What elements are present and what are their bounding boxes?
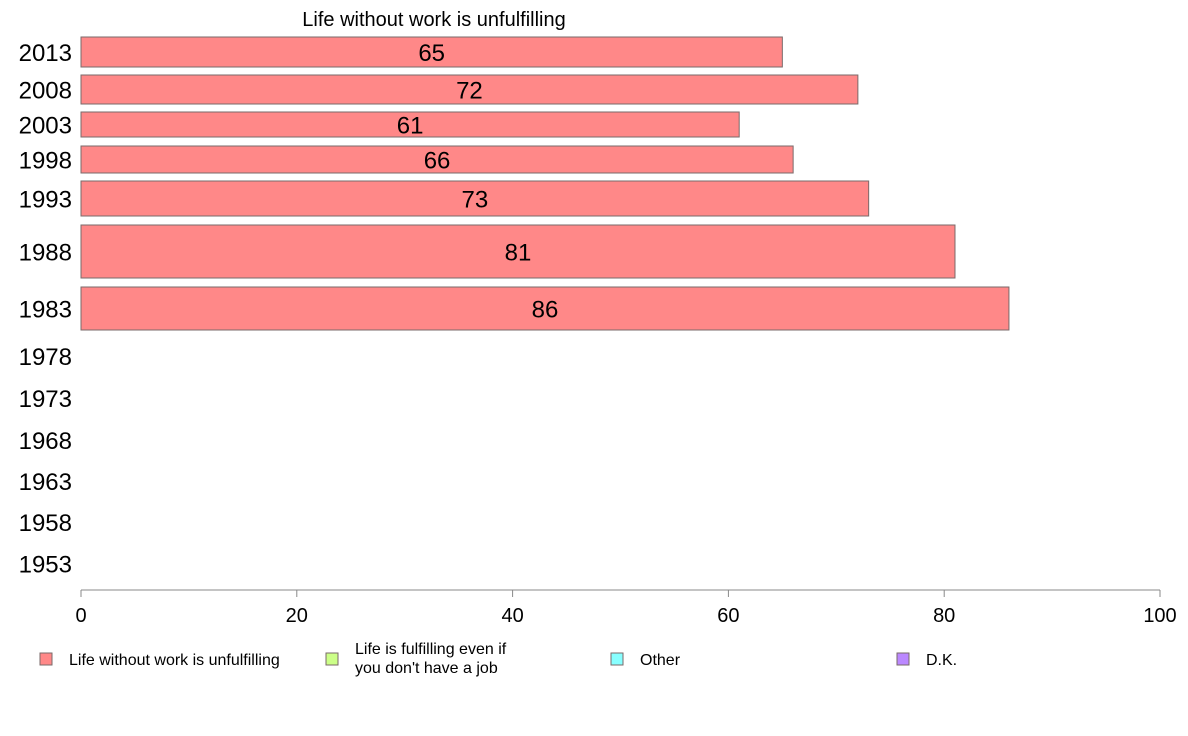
legend-item: D.K.: [896, 652, 957, 669]
year-label: 1963: [19, 469, 72, 496]
legend-swatch: [610, 652, 624, 666]
legend-label: Life is fulfilling even if: [355, 641, 507, 658]
x-tick-label: 60: [717, 605, 739, 627]
year-label: 1973: [19, 386, 72, 413]
x-tick-label: 40: [501, 605, 523, 627]
bar-value-label: 73: [461, 187, 488, 214]
year-label: 2003: [19, 113, 72, 140]
bar: [80, 36, 783, 68]
bar-value-label: 72: [456, 78, 483, 105]
legend-item: Other: [610, 652, 681, 669]
legend: Life without work is unfulfilling Life is…: [39, 641, 957, 677]
bar: [80, 111, 740, 138]
chart-title: Life without work is unfulfilling: [302, 9, 565, 31]
legend-swatch: [325, 652, 339, 666]
x-axis: 0 20 40 60 80 100: [75, 589, 1177, 627]
year-labels: 2013 2008 2003 1998 1993 1988 1983 1978 1973 1968…: [19, 40, 72, 579]
legend-item: Life is fulfilling even if you don't have…: [325, 641, 507, 677]
bar-value-label: 65: [418, 40, 445, 67]
bar: [80, 224, 956, 279]
legend-label: you don't have a job: [355, 660, 498, 677]
year-label: 1993: [19, 187, 72, 214]
year-label: 1978: [19, 344, 72, 371]
legend-label: D.K.: [926, 652, 957, 669]
bar: [80, 74, 859, 105]
x-tick-label: 80: [933, 605, 955, 627]
legend-swatch: [896, 652, 910, 666]
year-label: 1968: [19, 428, 72, 455]
bar: [80, 145, 794, 174]
year-label: 1988: [19, 240, 72, 267]
x-tick-label: 100: [1143, 605, 1176, 627]
year-label: 2008: [19, 78, 72, 105]
year-label: 1953: [19, 552, 72, 579]
year-label: 2013: [19, 40, 72, 67]
year-label: 1983: [19, 297, 72, 324]
bar-value-label: 81: [505, 240, 532, 267]
bar: [80, 180, 870, 217]
x-tick-label: 20: [286, 605, 308, 627]
legend-item: Life without work is unfulfilling: [39, 652, 280, 669]
bar-value-label: 66: [424, 148, 451, 175]
legend-label: Other: [640, 652, 681, 669]
year-label: 1998: [19, 148, 72, 175]
bar: [80, 286, 1010, 331]
bar-value-label: 86: [532, 297, 559, 324]
legend-label: Life without work is unfulfilling: [69, 652, 280, 669]
legend-swatch: [39, 652, 53, 666]
year-label: 1958: [19, 510, 72, 537]
x-tick-label: 0: [75, 605, 86, 627]
bar-value-label: 61: [397, 113, 424, 140]
